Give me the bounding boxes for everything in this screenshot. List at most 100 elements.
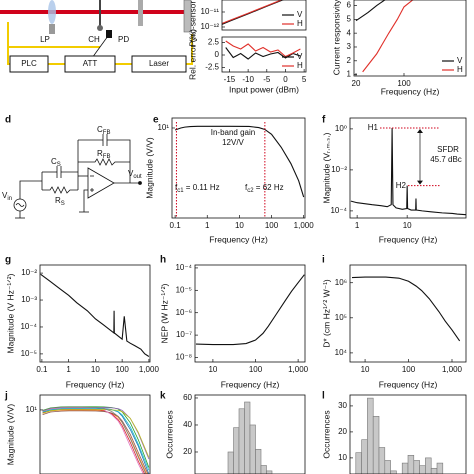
x-tick-label: 100 xyxy=(265,221,279,230)
plot-frame xyxy=(353,0,467,77)
y-tick-label: 1 xyxy=(347,70,352,79)
plot-area xyxy=(351,276,461,342)
data-line xyxy=(42,410,149,474)
plc-box xyxy=(9,55,49,73)
x-axis-label: Frequency (Hz) xyxy=(209,234,268,244)
source-wave xyxy=(15,203,25,207)
y-axis-label: Magnitude (V/V) xyxy=(144,137,154,199)
circuit-label: CFB xyxy=(97,125,110,135)
peak-label: H1 xyxy=(368,123,379,132)
histogram-bar xyxy=(413,460,420,474)
y-axis-label: Magnitude (V/V) xyxy=(5,404,15,466)
legend-label: H xyxy=(457,65,463,74)
label-rest: = 0.11 Hz xyxy=(184,183,220,192)
y-tick-label: 10⁻² xyxy=(331,165,347,174)
data-line xyxy=(40,273,150,357)
panel-letter: i xyxy=(322,255,325,266)
x-tick-label: 1 xyxy=(355,221,360,230)
plot-frame xyxy=(39,394,151,474)
y-tick-label: 10⁵ xyxy=(335,313,347,322)
x-tick-label: 10 xyxy=(235,221,244,230)
y-tick-label: 40 xyxy=(183,420,192,429)
plot-frame xyxy=(194,264,306,363)
y-tick-label: 4 xyxy=(347,28,352,37)
plot-area xyxy=(174,125,305,198)
panel-letter: d xyxy=(5,115,11,126)
plot-frame xyxy=(349,394,467,474)
histogram-bar xyxy=(430,467,438,474)
chopper-hub xyxy=(97,25,103,31)
setup-label: PD xyxy=(118,35,129,44)
y-tick-label: 10⁻¹¹ xyxy=(201,7,220,16)
x-tick-label: 0 xyxy=(283,75,288,84)
sensor-plate xyxy=(183,0,192,33)
x-tick-label: 100 xyxy=(402,365,416,374)
plot-area xyxy=(225,40,301,60)
op-amp xyxy=(87,167,115,199)
legend-label: V xyxy=(457,56,463,65)
plot-area xyxy=(227,401,273,474)
post xyxy=(49,24,55,34)
histogram-bar xyxy=(266,470,273,474)
data-line xyxy=(42,408,146,474)
plot-area xyxy=(350,128,466,216)
histogram-bar xyxy=(249,424,256,474)
annotation: SFDR xyxy=(437,145,459,154)
data-line xyxy=(222,0,283,25)
x-tick-label: 1,000 xyxy=(294,221,315,230)
y-tick-label: 10⁰ xyxy=(335,124,347,133)
y-axis-label: Pyro-sensor cu xyxy=(187,0,197,47)
y-tick-label: 10⁻⁵ xyxy=(176,285,192,294)
histogram-bar xyxy=(260,465,267,474)
x-tick-label: 10 xyxy=(361,365,370,374)
y-tick-label: 20 xyxy=(338,427,347,436)
histogram-bar xyxy=(384,460,391,474)
x-axis-label: Frequency (Hz) xyxy=(379,379,438,389)
laser-box xyxy=(131,55,187,73)
circuit-label: RS xyxy=(55,196,65,206)
data-line xyxy=(174,125,305,198)
setup-label: CH xyxy=(88,35,100,44)
setup-label: PLC xyxy=(21,59,37,68)
label-rest: = 62 Hz xyxy=(254,183,284,192)
lens xyxy=(48,0,56,24)
histogram-bar xyxy=(244,401,251,474)
y-tick-label: 10⁻³ xyxy=(21,295,37,304)
data-line xyxy=(222,0,285,25)
y-tick-label: 10⁻⁷ xyxy=(176,330,192,339)
y-tick-label: 10¹ xyxy=(157,123,169,132)
histogram-bar xyxy=(367,397,374,474)
circuit-label: Vin xyxy=(2,191,12,201)
arrow xyxy=(91,35,109,59)
annotation: 45.7 dBc xyxy=(430,155,462,164)
cable xyxy=(7,22,10,65)
y-axis-label: Current responsivity (×1 xyxy=(331,0,341,75)
x-axis-label: Frequency (Hz) xyxy=(379,234,438,244)
y-axis-label: Rel. error (%) xyxy=(187,29,197,80)
y-axis-label: Occurrences xyxy=(321,410,331,458)
x-tick-label: 5 xyxy=(302,75,307,84)
wire xyxy=(83,189,88,212)
x-tick-label: 1,000 xyxy=(288,365,309,374)
plot-area xyxy=(40,273,150,357)
legend-label: V xyxy=(297,52,303,61)
plot-area xyxy=(195,274,305,346)
wire xyxy=(107,139,131,183)
annotation: 12V/V xyxy=(222,138,244,147)
y-tick-label: 0 xyxy=(215,50,220,59)
y-tick-label: 10⁶ xyxy=(335,278,347,287)
x-tick-label: 10 xyxy=(208,365,217,374)
plot-area xyxy=(355,0,414,73)
plot-frame xyxy=(221,36,307,73)
histogram-bar xyxy=(361,439,368,474)
label-sub: in xyxy=(7,196,12,202)
x-tick-label: 10 xyxy=(91,365,100,374)
x-tick-label: -15 xyxy=(224,75,236,84)
data-line xyxy=(350,128,466,216)
y-axis-label: Magnitude (V Hz⁻¹ᐟ²) xyxy=(5,273,15,353)
x-tick-label: 100 xyxy=(397,79,411,88)
histogram-bar xyxy=(255,448,262,474)
x-tick-label: 0.1 xyxy=(36,365,48,374)
y-tick-label: 10⁻⁵ xyxy=(21,349,37,358)
